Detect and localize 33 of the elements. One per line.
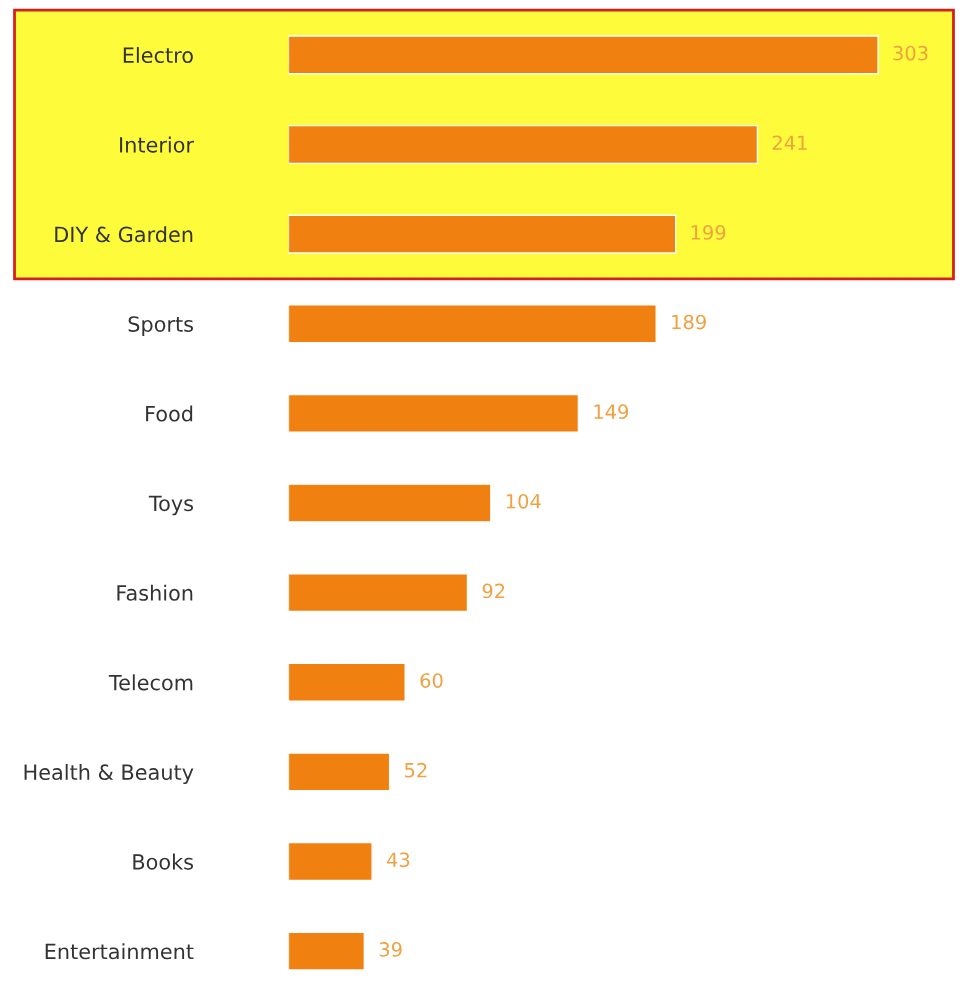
bar [288, 393, 580, 433]
data-label: 52 [405, 762, 427, 778]
data-label: 92 [482, 583, 505, 599]
bar [288, 841, 373, 882]
data-label: 199 [691, 225, 726, 240]
y-tick-label: Sports [128, 316, 193, 336]
bar [288, 214, 677, 254]
data-label: 60 [420, 673, 443, 688]
data-label: 149 [594, 404, 629, 420]
y-tick-label: Entertainment [45, 943, 194, 960]
data-label: 39 [379, 942, 402, 957]
bar [288, 35, 879, 75]
data-label: 43 [386, 852, 410, 868]
y-tick-label: DIY & Garden [55, 226, 193, 243]
y-tick-label: Fashion [117, 584, 193, 601]
data-label: 104 [506, 493, 541, 509]
y-tick-label: Telecom [108, 674, 193, 691]
y-tick-label: Books [133, 853, 193, 870]
y-tick-label: Electro [123, 46, 193, 64]
y-tick-label: Toys [148, 495, 193, 516]
data-label: 189 [672, 314, 706, 330]
bar [288, 662, 406, 702]
bar [288, 573, 469, 613]
bar [288, 483, 492, 523]
y-tick-label: Health & Beauty [24, 763, 194, 785]
data-label: 241 [772, 135, 807, 150]
y-tick-label: Interior [120, 136, 195, 153]
bar [288, 304, 657, 344]
data-label: 303 [893, 45, 928, 61]
bar [288, 752, 391, 792]
bar [288, 931, 366, 971]
bar [288, 124, 759, 165]
y-tick-label: Food [146, 405, 193, 422]
